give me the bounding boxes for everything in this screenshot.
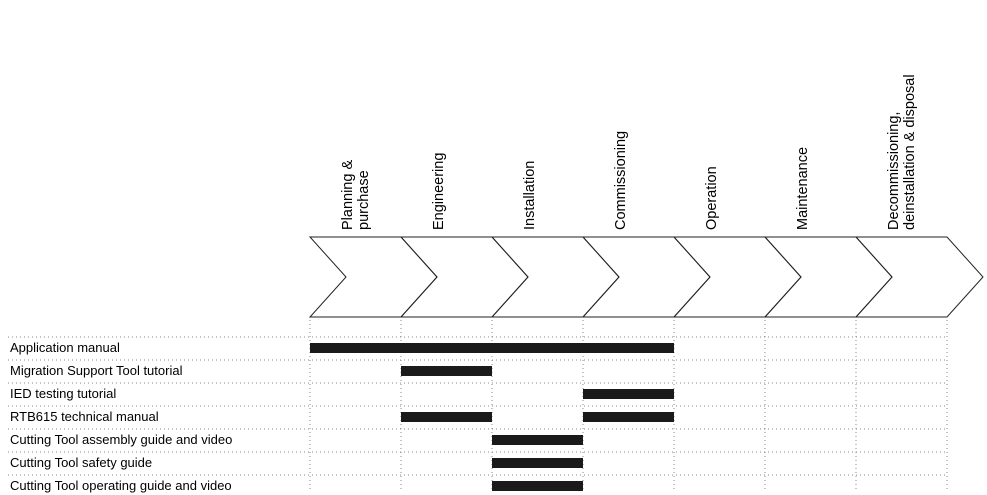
phase-label-decommissioning: Decommissioning, deinstallation & dispos…	[886, 74, 918, 230]
chevron-planning-purchase	[308, 236, 438, 318]
bar-rtb615-technical-manual	[583, 412, 674, 422]
chevron-engineering	[399, 236, 529, 318]
document-label: Cutting Tool safety guide	[10, 455, 153, 470]
document-label: IED testing tutorial	[10, 386, 117, 401]
document-label: Application manual	[10, 340, 120, 355]
bar-application-manual	[310, 343, 674, 353]
document-label: Cutting Tool assembly guide and video	[10, 432, 233, 447]
bar-migration-support-tool-tutorial	[401, 366, 492, 376]
document-label: Migration Support Tool tutorial	[10, 363, 183, 378]
bar-cutting-tool-safety-guide	[492, 458, 583, 468]
chevron-decommissioning	[854, 236, 984, 318]
bar-ied-testing-tutorial	[583, 389, 674, 399]
phase-label-engineering: Engineering	[431, 152, 447, 230]
document-label: Cutting Tool operating guide and video	[10, 478, 232, 493]
phase-label-planning-purchase: Planning & purchase	[340, 159, 372, 230]
chevron-maintenance	[763, 236, 893, 318]
document-label: RTB615 technical manual	[10, 409, 159, 424]
chevron-installation	[490, 236, 620, 318]
phase-label-installation: Installation	[522, 160, 538, 230]
bar-cutting-tool-assembly-guide-and-video	[492, 435, 583, 445]
phase-label-maintenance: Maintenance	[795, 146, 811, 230]
chevron-commissioning	[581, 236, 711, 318]
phase-label-commissioning: Commissioning	[613, 130, 629, 230]
bar-rtb615-technical-manual	[401, 412, 492, 422]
phase-label-operation: Operation	[704, 166, 720, 230]
chevron-operation	[672, 236, 802, 318]
bar-cutting-tool-operating-guide-and-video	[492, 481, 583, 491]
